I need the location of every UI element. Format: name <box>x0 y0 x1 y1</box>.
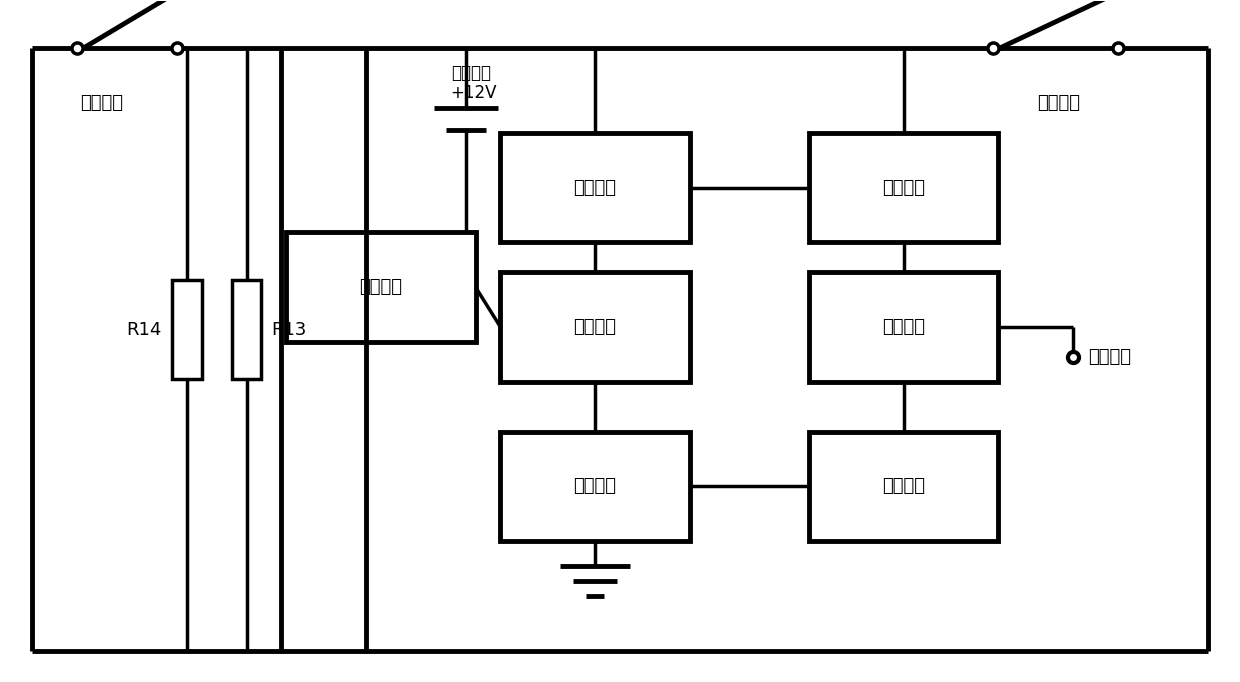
Bar <box>172 280 202 379</box>
Bar <box>810 272 998 382</box>
Text: 隔离模块: 隔离模块 <box>360 278 403 296</box>
Text: R14: R14 <box>126 321 162 338</box>
Text: 保护模块: 保护模块 <box>883 179 925 196</box>
Text: 测试电压: 测试电压 <box>450 64 491 82</box>
Bar <box>810 133 998 242</box>
Text: 稳压模块: 稳压模块 <box>883 477 925 495</box>
Text: 分压模块: 分压模块 <box>883 318 925 336</box>
Bar <box>501 133 689 242</box>
Text: +12V: +12V <box>450 84 497 102</box>
Text: 并网开关: 并网开关 <box>1037 94 1080 112</box>
Text: 保护模块: 保护模块 <box>574 477 616 495</box>
Text: 保护模块: 保护模块 <box>574 179 616 196</box>
Bar <box>810 432 998 542</box>
Text: 分压模块: 分压模块 <box>574 318 616 336</box>
Bar <box>232 280 262 379</box>
Bar <box>501 432 689 542</box>
Text: R13: R13 <box>272 321 306 338</box>
Text: 遥测输出: 遥测输出 <box>1087 348 1131 366</box>
Bar <box>501 272 689 382</box>
Bar <box>286 233 476 342</box>
Text: 并网开关: 并网开关 <box>81 94 124 112</box>
